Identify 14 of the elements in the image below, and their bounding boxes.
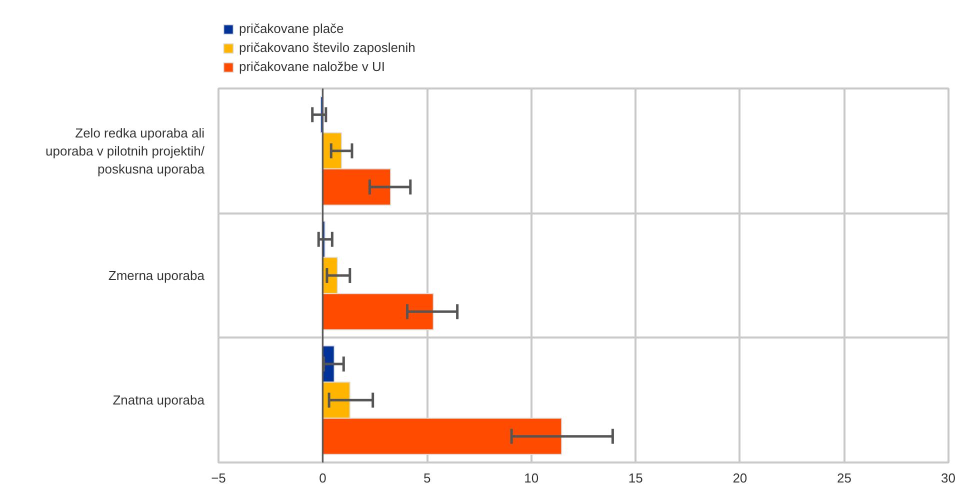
x-tick-label: 15 xyxy=(628,470,643,486)
legend-label: pričakovane naložbe v UI xyxy=(239,59,385,74)
y-tick-label: Zmerna uporaba xyxy=(108,268,206,283)
x-tick-label: 30 xyxy=(941,470,955,486)
legend-label: pričakovano število zaposlenih xyxy=(239,40,416,55)
x-tick-label: 10 xyxy=(524,470,539,486)
x-tick-label: −5 xyxy=(211,470,226,486)
legend-label: pričakovane plače xyxy=(239,21,344,36)
x-tick-label: 25 xyxy=(836,470,852,486)
x-tick-label: 20 xyxy=(732,470,748,486)
x-tick-label: 5 xyxy=(423,470,431,486)
y-tick-label: Zelo redka uporaba ali uporaba v pilotnih projektih/ poskusna uporaba xyxy=(46,125,206,176)
y-tick-label: Znatna uporaba xyxy=(112,392,206,408)
x-tick-label: 0 xyxy=(319,470,326,486)
